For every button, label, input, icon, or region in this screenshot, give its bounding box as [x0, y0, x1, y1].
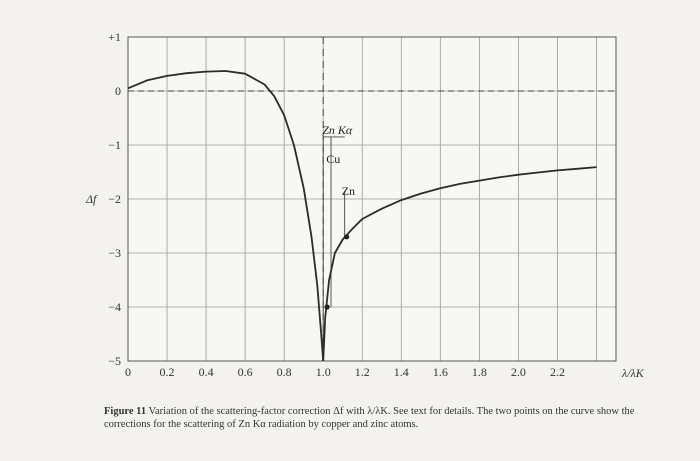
caption-text: Variation of the scattering-factor corre… — [104, 406, 635, 430]
annotation-zn-ka: Zn Kα — [322, 123, 353, 137]
x-tick-label: 0.6 — [238, 365, 253, 379]
data-point-0 — [324, 304, 330, 310]
x-tick-label: 1.2 — [355, 365, 370, 379]
x-tick-label: 0.2 — [160, 365, 175, 379]
y-tick-label: −5 — [108, 354, 121, 368]
x-tick-label: 1.0 — [316, 365, 331, 379]
y-tick-label: −4 — [108, 300, 121, 314]
y-tick-label: 0 — [115, 84, 121, 98]
y-tick-label: −3 — [108, 246, 121, 260]
series-curve-0 — [127, 70, 325, 362]
data-point-1 — [344, 234, 350, 240]
annotation-cu: Cu — [326, 152, 340, 166]
caption-label: Figure 11 — [104, 406, 147, 417]
series-curve-1 — [322, 166, 597, 362]
x-tick-label: 2.0 — [511, 365, 526, 379]
x-tick-label: 0 — [125, 365, 131, 379]
x-axis-label: λ/λK — [621, 366, 645, 380]
x-tick-label: 1.8 — [472, 365, 487, 379]
x-tick-label: 2.2 — [550, 365, 565, 379]
plot-frame — [127, 36, 617, 362]
x-tick-label: 1.4 — [394, 365, 409, 379]
y-axis-label: Δf — [85, 192, 98, 206]
x-tick-label: 0.4 — [199, 365, 214, 379]
y-tick-label: −2 — [108, 192, 121, 206]
annotation-zn: Zn — [342, 184, 355, 198]
y-tick-label: +1 — [108, 30, 121, 44]
x-tick-label: 1.6 — [433, 365, 448, 379]
y-tick-label: −1 — [108, 138, 121, 152]
x-tick-label: 0.8 — [277, 365, 292, 379]
figure-caption: Figure 11 Variation of the scattering-fa… — [104, 405, 664, 431]
